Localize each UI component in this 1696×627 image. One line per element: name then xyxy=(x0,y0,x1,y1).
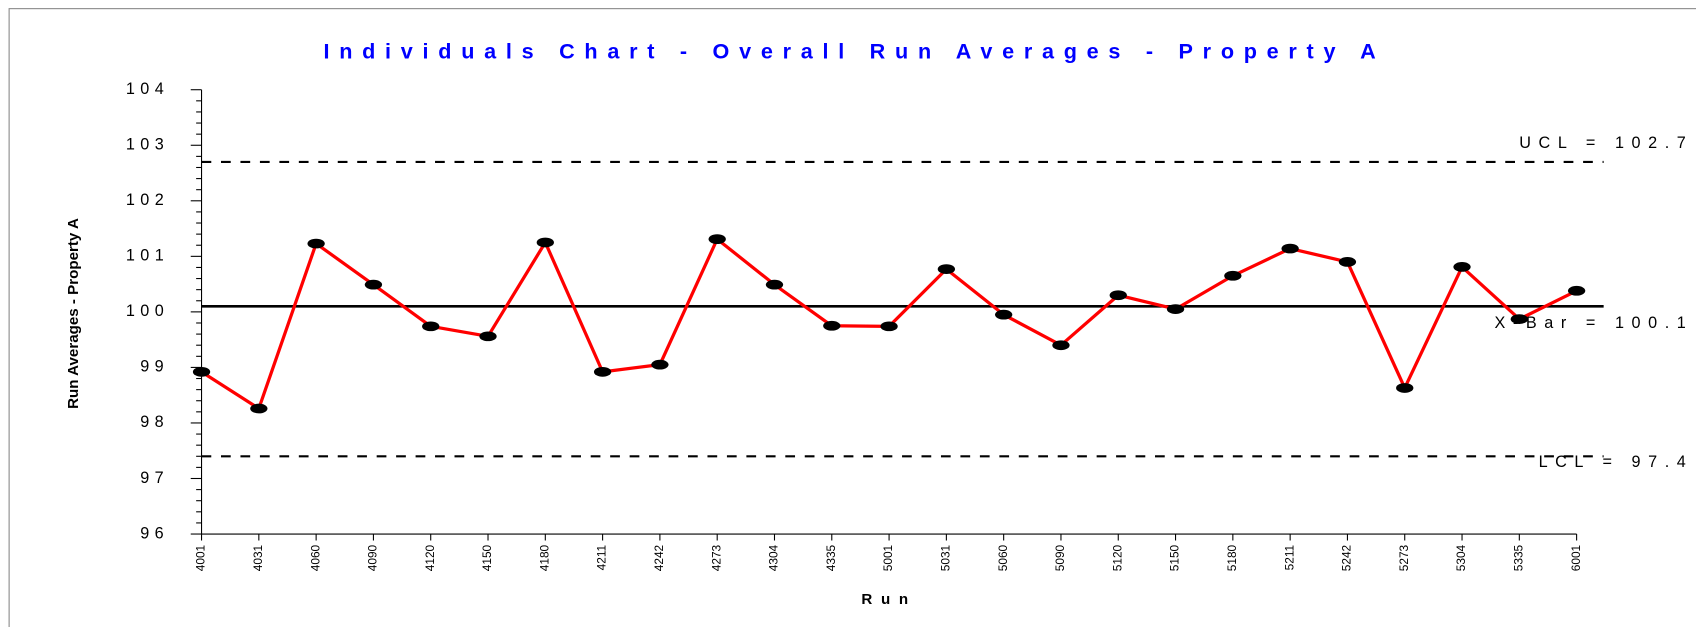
x-tick-label: 5150 xyxy=(1168,544,1182,571)
data-point xyxy=(192,366,211,377)
control-line-label: LCL = 97.4 xyxy=(1539,453,1694,471)
data-point xyxy=(364,279,383,290)
x-tick-label: 4120 xyxy=(423,544,437,571)
x-tick-label: 4242 xyxy=(652,545,666,571)
control-line-label: UCL = 102.7 xyxy=(1519,134,1693,152)
x-tick-label: 4273 xyxy=(709,544,723,571)
x-tick-label: 5031 xyxy=(939,544,953,571)
x-tick-label: 4060 xyxy=(308,544,322,571)
data-point xyxy=(1109,290,1127,301)
data-point xyxy=(995,309,1013,320)
y-tick-label: 100 xyxy=(126,302,169,320)
data-point xyxy=(1453,262,1471,272)
data-point xyxy=(1510,314,1528,324)
chart-title: Individuals Chart - Overall Run Averages… xyxy=(323,39,1385,64)
data-point xyxy=(823,320,841,331)
x-tick-label: 5304 xyxy=(1454,544,1468,571)
data-point xyxy=(1281,243,1299,254)
data-point xyxy=(1052,340,1070,351)
data-point xyxy=(708,234,726,244)
x-tick-label: 5273 xyxy=(1397,544,1411,571)
y-tick-label: 98 xyxy=(140,413,169,431)
data-point xyxy=(880,321,898,332)
y-tick-label: 96 xyxy=(140,524,169,542)
x-tick-label: 4180 xyxy=(537,544,551,571)
x-tick-label: 4150 xyxy=(480,544,494,571)
x-tick-label: 4335 xyxy=(824,544,838,571)
data-point xyxy=(651,359,669,370)
data-point xyxy=(307,238,325,249)
x-tick-label: 4031 xyxy=(251,544,265,571)
data-point xyxy=(1166,304,1185,314)
y-axis-label: Run Averages - Property A xyxy=(65,218,82,409)
x-tick-label: 4001 xyxy=(194,544,208,571)
data-point xyxy=(1567,285,1586,296)
x-tick-label: 4090 xyxy=(366,544,380,571)
data-point xyxy=(765,279,784,290)
y-tick-label: 101 xyxy=(126,247,169,265)
x-tick-label: 5180 xyxy=(1225,544,1239,571)
chart-frame xyxy=(8,8,1696,627)
data-point xyxy=(593,366,612,377)
x-axis-label: Run xyxy=(861,591,916,608)
y-tick-label: 103 xyxy=(126,136,169,154)
data-point xyxy=(1224,270,1242,281)
x-tick-label: 4211 xyxy=(595,544,609,570)
x-tick-label: 5090 xyxy=(1053,544,1067,571)
data-point xyxy=(422,321,440,332)
x-tick-label: 5242 xyxy=(1340,545,1354,571)
data-point xyxy=(1338,257,1357,267)
y-tick-label: 99 xyxy=(140,358,169,376)
data-point xyxy=(250,403,268,414)
x-tick-label: 5120 xyxy=(1110,544,1124,571)
x-tick-label: 5335 xyxy=(1511,544,1525,571)
x-tick-label: 5060 xyxy=(996,544,1010,571)
y-tick-label: 97 xyxy=(140,469,169,487)
data-point xyxy=(536,237,554,248)
x-tick-label: 6001 xyxy=(1569,544,1583,571)
data-point xyxy=(1396,383,1414,393)
x-tick-label: 5001 xyxy=(881,544,895,571)
x-tick-label: 4304 xyxy=(767,544,781,571)
y-tick-label: 104 xyxy=(126,80,169,98)
x-tick-label: 5211 xyxy=(1282,544,1296,570)
data-point xyxy=(937,264,956,274)
y-tick-label: 102 xyxy=(126,191,169,209)
data-point xyxy=(479,331,497,342)
control-line-label: X-Bar = 100.1 xyxy=(1495,314,1694,332)
